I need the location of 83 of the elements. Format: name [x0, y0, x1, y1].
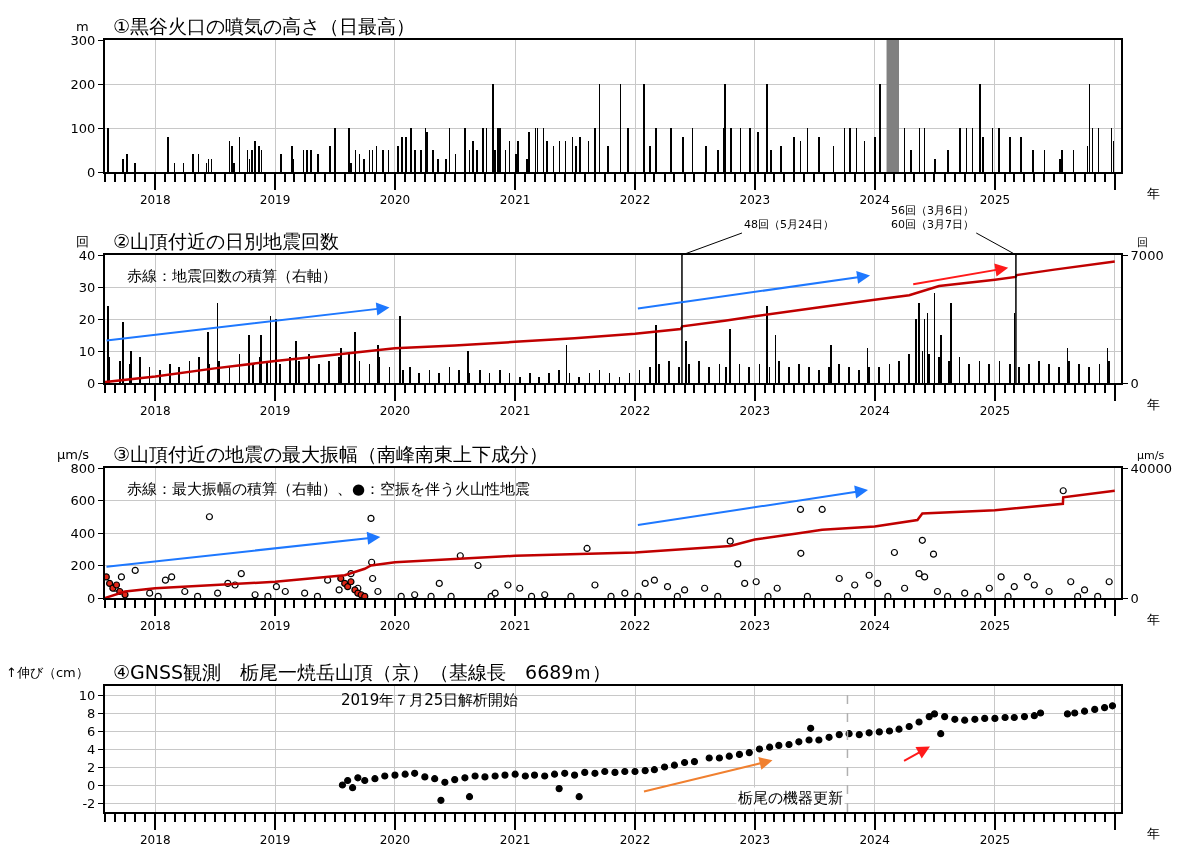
x-tick-label: 2020 — [379, 833, 411, 845]
x-tick-label: 2025 — [979, 619, 1011, 634]
ref-line-label: 栃尾の機器更新 — [738, 789, 843, 807]
annotation: 2019年７月25日解析開始 — [341, 691, 519, 709]
chart-title: ③山頂付近の地震の最大振幅（南峰南東上下成分） — [113, 443, 549, 465]
y-tick-label: 10 — [78, 343, 96, 359]
y-tick-label: 0 — [87, 164, 96, 180]
annotation: 56回（3月6日） 60回（3月7日） — [891, 204, 974, 232]
y-axis-title: 回 — [76, 234, 89, 249]
x-tick-label: 2024 — [859, 193, 890, 208]
point — [106, 579, 114, 587]
x-tick-label: 2025 — [979, 404, 1011, 419]
x-tick-label: 2024 — [859, 833, 890, 845]
y-tick-label: 8 — [87, 705, 96, 721]
x-tick-label: 2022 — [619, 404, 651, 419]
y2-axis-title: 回 — [1137, 236, 1148, 249]
x-tick-label: 2019 — [259, 193, 291, 208]
y-tick-label: 200 — [70, 76, 96, 92]
x-tick-label: 2022 — [619, 619, 651, 634]
line-series — [105, 260, 1117, 383]
x-tick-label: 2018 — [139, 619, 171, 634]
x-tick-label: 2021 — [499, 833, 531, 845]
y-tick-label: 0 — [87, 375, 96, 391]
y-tick-label: 300 — [70, 32, 96, 48]
y2-tick-label: 40000 — [1130, 460, 1172, 476]
x-tick-label: 2021 — [499, 193, 531, 208]
y2-tick-label: 0 — [1130, 375, 1139, 391]
y-axis-title: m — [76, 19, 89, 34]
y-tick-label: 600 — [70, 493, 96, 509]
y-tick-label: 30 — [78, 279, 96, 295]
y-tick-label: 800 — [70, 460, 96, 476]
bar — [107, 306, 109, 383]
point — [344, 583, 352, 591]
x-tick-label: 2023 — [739, 404, 771, 419]
x-tick-label: 2019 — [259, 619, 291, 634]
x-tick-label: 2018 — [139, 404, 171, 419]
chart-title: ①黒谷火口の噴気の高さ（日最高） — [113, 15, 416, 37]
x-tick-label: 2019 — [259, 833, 291, 845]
x-tick-label: 2020 — [379, 193, 411, 208]
y-tick-label: 40 — [78, 247, 96, 263]
x-tick-label: 2022 — [619, 833, 651, 845]
x-tick-label: 2025 — [979, 833, 1011, 845]
point — [347, 578, 355, 586]
y-axis-title: ↑伸び（cm） — [6, 665, 89, 680]
y-tick-label: 100 — [70, 120, 96, 136]
y-tick-label: 2 — [87, 759, 96, 775]
annotation: 赤線：地震回数の積算（右軸） — [127, 267, 337, 285]
annotation: 赤線：最大振幅の積算（右軸）、●：空振を伴う火山性地震 — [127, 480, 531, 498]
chart-title: ④GNSS観測 栃尾一焼岳山頂（京）（基線長 6689ｍ） — [113, 661, 612, 683]
y-tick-label: 4 — [87, 741, 96, 757]
y2-axis-title: μm/s — [1137, 449, 1165, 462]
y-tick-label: 0 — [87, 590, 96, 606]
y-tick-label: 200 — [70, 558, 96, 574]
x-tick-label: 2021 — [499, 619, 531, 634]
annotation: 48回（5月24日） — [744, 218, 834, 231]
x-tick-label: 2023 — [739, 619, 771, 634]
x-tick-label: 2020 — [379, 619, 411, 634]
x-tick-label: 2018 — [139, 193, 171, 208]
x-tick-label: 2025 — [979, 193, 1011, 208]
y-tick-label: 6 — [87, 723, 96, 739]
x-axis-title: 年 — [1147, 826, 1160, 841]
y-tick-label: 10 — [78, 687, 96, 703]
x-tick-label: 2024 — [859, 619, 890, 634]
y-tick-label: -2 — [82, 795, 96, 811]
x-tick-label: 2019 — [259, 404, 291, 419]
x-axis-title: 年 — [1147, 397, 1160, 412]
x-axis-title: 年 — [1147, 186, 1160, 201]
y-tick-label: 400 — [70, 525, 96, 541]
chart-title: ②山頂付近の日別地震回数 — [113, 230, 340, 252]
x-tick-label: 2023 — [739, 193, 771, 208]
y-tick-label: 20 — [78, 311, 96, 327]
x-tick-label: 2021 — [499, 404, 531, 419]
x-tick-label: 2024 — [859, 404, 890, 419]
y2-tick-label: 7000 — [1130, 247, 1164, 263]
y-tick-label: 0 — [87, 777, 96, 793]
point — [361, 592, 369, 598]
y-axis-title: μm/s — [57, 447, 90, 462]
x-tick-label: 2022 — [619, 193, 651, 208]
x-axis-title: 年 — [1147, 612, 1160, 627]
x-tick-label: 2023 — [739, 833, 771, 845]
x-tick-label: 2020 — [379, 404, 411, 419]
y2-tick-label: 0 — [1130, 590, 1139, 606]
x-tick-label: 2018 — [139, 833, 171, 845]
